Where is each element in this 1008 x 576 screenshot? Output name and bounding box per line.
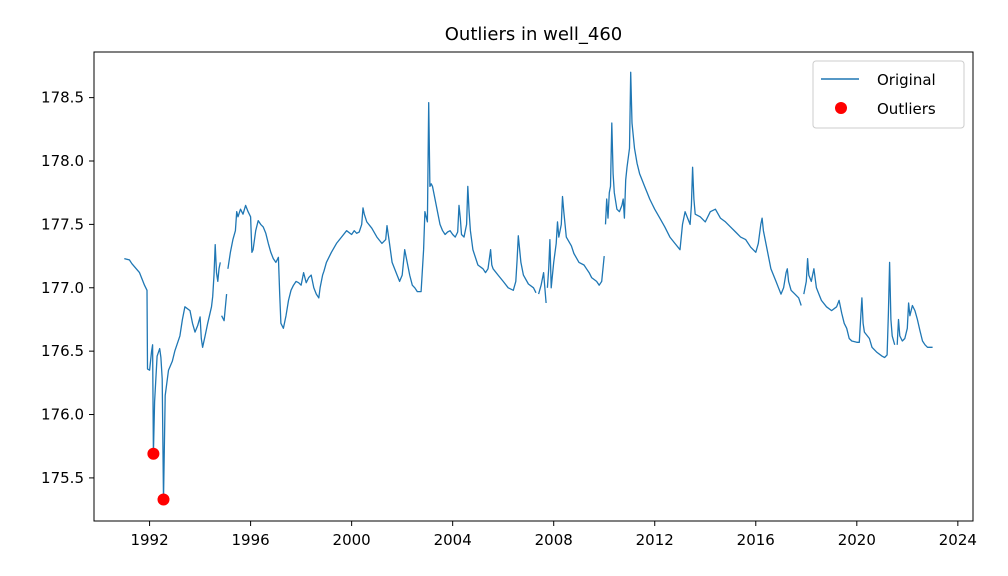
y-axis: 175.5 176.0 176.5 177.0 177.5 178.0 178.5 [41,89,94,487]
series-original-segment-0 [124,244,221,501]
series-original-segment-2 [227,102,537,329]
x-tick-label-1992: 1992 [130,531,168,549]
outlier-point-0 [147,447,160,460]
series-original-segment-4 [546,195,605,289]
y-tick-label-2: 176.5 [41,342,84,360]
series-original-segment-6 [803,257,896,359]
y-tick-label-5: 178.0 [41,152,84,170]
plot-frame [93,51,974,522]
chart-title: Outliers in well_460 [445,24,623,45]
x-tick-label-2012: 2012 [636,531,674,549]
legend: Original Outliers [812,60,965,129]
y-tick-label-4: 177.5 [41,215,84,233]
series-original-segment-7 [896,302,933,348]
x-tick-label-2000: 2000 [333,531,371,549]
x-tick-label-2008: 2008 [535,531,573,549]
y-tick-label-0: 175.5 [41,469,84,487]
legend-box [812,60,965,129]
x-tick-label-2004: 2004 [434,531,472,549]
y-tick-label-6: 178.5 [41,89,84,107]
legend-outliers-marker [835,102,847,114]
plot-layer [124,71,933,506]
x-tick-label-2024: 2024 [939,531,977,549]
x-axis: 1992 1996 2000 2004 2008 2012 2016 2020 2024 [130,521,977,549]
legend-outliers-label: Outliers [877,100,936,118]
y-tick-label-3: 177.0 [41,279,84,297]
x-tick-label-2020: 2020 [838,531,876,549]
legend-original-label: Original [877,71,936,89]
series-original-segment-3 [537,271,547,304]
x-tick-label-1996: 1996 [232,531,270,549]
series-original-segment-5 [604,71,802,306]
y-tick-label-1: 176.0 [41,406,84,424]
x-tick-label-2016: 2016 [737,531,775,549]
outlier-point-1 [157,493,170,506]
series-original-segment-1 [221,294,228,322]
